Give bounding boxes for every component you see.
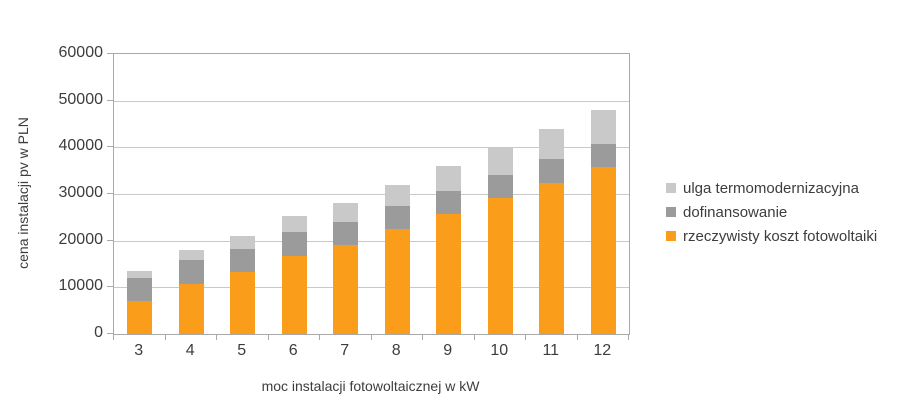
- y-tick-mark-50000: [107, 99, 113, 101]
- gridline-10000: [114, 287, 629, 289]
- y-tick-label-10000: 10000: [58, 277, 104, 295]
- y-tick-mark-40000: [107, 146, 113, 148]
- bar-12-segment-dofinansowanie: [590, 144, 616, 168]
- x-tick-label-11: 11: [542, 342, 560, 359]
- bar-7-segment-ulga-termomodernizacyjna: [333, 203, 359, 222]
- y-tick-label-50000: 50000: [58, 90, 104, 108]
- legend-item-dofinansowanie: dofinansowanie: [666, 200, 877, 224]
- gridline-50000: [114, 100, 629, 102]
- bar-12-segment-ulga-termomodernizacyjna: [590, 110, 616, 145]
- bar-4-segment-ulga-termomodernizacyjna: [178, 250, 204, 261]
- x-tick-mark-0: [113, 334, 114, 340]
- gridline-40000: [114, 147, 629, 149]
- bar-5-segment-rzeczywisty-koszt-fotowoltaiki: [230, 271, 256, 334]
- bar-10-segment-rzeczywisty-koszt-fotowoltaiki: [487, 198, 513, 334]
- y-tick-mark-20000: [107, 239, 113, 241]
- bar-5-segment-ulga-termomodernizacyjna: [230, 236, 256, 249]
- x-tick-label-8: 8: [391, 342, 401, 359]
- gridline-20000: [114, 240, 629, 242]
- bar-11-segment-dofinansowanie: [539, 159, 565, 183]
- bar-9-segment-dofinansowanie: [436, 190, 462, 215]
- x-tick-label-7: 7: [340, 342, 350, 359]
- x-tick-label-6: 6: [288, 342, 298, 359]
- y-tick-mark-30000: [107, 193, 113, 194]
- bar-3-segment-rzeczywisty-koszt-fotowoltaiki: [127, 300, 153, 334]
- bar-7-segment-dofinansowanie: [333, 221, 359, 245]
- legend-item-ulga-termomodernizacyjna: ulga termomodernizacyjna: [666, 176, 877, 200]
- x-tick-mark-3: [267, 334, 269, 340]
- x-tick-label-12: 12: [593, 342, 612, 359]
- legend-label: rzeczywisty koszt fotowoltaiki: [683, 227, 878, 245]
- legend-swatch-icon: [666, 183, 676, 193]
- bar-9-segment-ulga-termomodernizacyjna: [436, 166, 462, 191]
- y-tick-label-0: 0: [94, 324, 103, 341]
- bar-5-segment-dofinansowanie: [230, 248, 256, 272]
- plot-area: [113, 53, 630, 335]
- x-tick-mark-6: [422, 334, 423, 340]
- x-tick-mark-1: [164, 334, 166, 340]
- bar-11-segment-rzeczywisty-koszt-fotowoltaiki: [539, 182, 565, 334]
- bar-6-segment-rzeczywisty-koszt-fotowoltaiki: [281, 255, 307, 334]
- bar-6-segment-ulga-termomodernizacyjna: [281, 216, 307, 233]
- bar-8-segment-ulga-termomodernizacyjna: [384, 184, 410, 207]
- y-tick-label-60000: 60000: [58, 44, 104, 61]
- bar-4-segment-dofinansowanie: [178, 260, 204, 284]
- bar-11-segment-ulga-termomodernizacyjna: [539, 128, 565, 160]
- legend-label: dofinansowanie: [683, 203, 788, 221]
- x-tick-mark-10: [628, 334, 629, 340]
- x-tick-label-5: 5: [237, 342, 247, 359]
- y-tick-label-30000: 30000: [58, 184, 104, 201]
- y-tick-mark-10000: [107, 286, 113, 288]
- x-axis-title: moc instalacji fotowoltaicznej w kW: [261, 378, 480, 394]
- x-tick-label-10: 10: [490, 342, 509, 359]
- bar-3-segment-ulga-termomodernizacyjna: [127, 271, 153, 278]
- x-tick-label-3: 3: [134, 342, 144, 359]
- x-tick-mark-4: [319, 334, 320, 340]
- gridline-30000: [114, 194, 629, 195]
- bar-10-segment-ulga-termomodernizacyjna: [487, 147, 513, 175]
- bar-4-segment-rzeczywisty-koszt-fotowoltaiki: [178, 283, 204, 334]
- bar-7-segment-rzeczywisty-koszt-fotowoltaiki: [333, 244, 359, 334]
- y-axis-title: cena instalacji pv w PLN: [15, 117, 31, 269]
- legend-item-rzeczywisty-koszt-fotowoltaiki: rzeczywisty koszt fotowoltaiki: [666, 224, 877, 248]
- legend-label: ulga termomodernizacyjna: [683, 179, 859, 197]
- legend-swatch-icon: [666, 207, 676, 217]
- bar-8-segment-rzeczywisty-koszt-fotowoltaiki: [384, 229, 410, 334]
- bar-10-segment-dofinansowanie: [487, 174, 513, 199]
- bar-6-segment-dofinansowanie: [281, 232, 307, 256]
- legend: ulga termomodernizacyjna dofinansowanie rz…: [666, 176, 877, 248]
- x-tick-label-4: 4: [185, 342, 195, 359]
- bar-9-segment-rzeczywisty-koszt-fotowoltaiki: [436, 214, 462, 334]
- x-tick-mark-5: [370, 334, 372, 340]
- y-tick-mark-60000: [107, 53, 113, 54]
- legend-swatch-icon: [666, 231, 676, 241]
- y-tick-label-40000: 40000: [58, 137, 104, 155]
- bar-12-segment-rzeczywisty-koszt-fotowoltaiki: [590, 167, 616, 334]
- x-tick-mark-9: [576, 334, 578, 340]
- y-tick-mark-0: [107, 333, 113, 334]
- bar-8-segment-dofinansowanie: [384, 206, 410, 230]
- y-tick-label-20000: 20000: [58, 230, 104, 248]
- x-tick-mark-7: [473, 334, 475, 340]
- x-tick-mark-2: [216, 334, 217, 340]
- x-tick-label-9: 9: [443, 342, 453, 359]
- x-tick-mark-8: [525, 334, 526, 340]
- bar-3-segment-dofinansowanie: [127, 277, 153, 301]
